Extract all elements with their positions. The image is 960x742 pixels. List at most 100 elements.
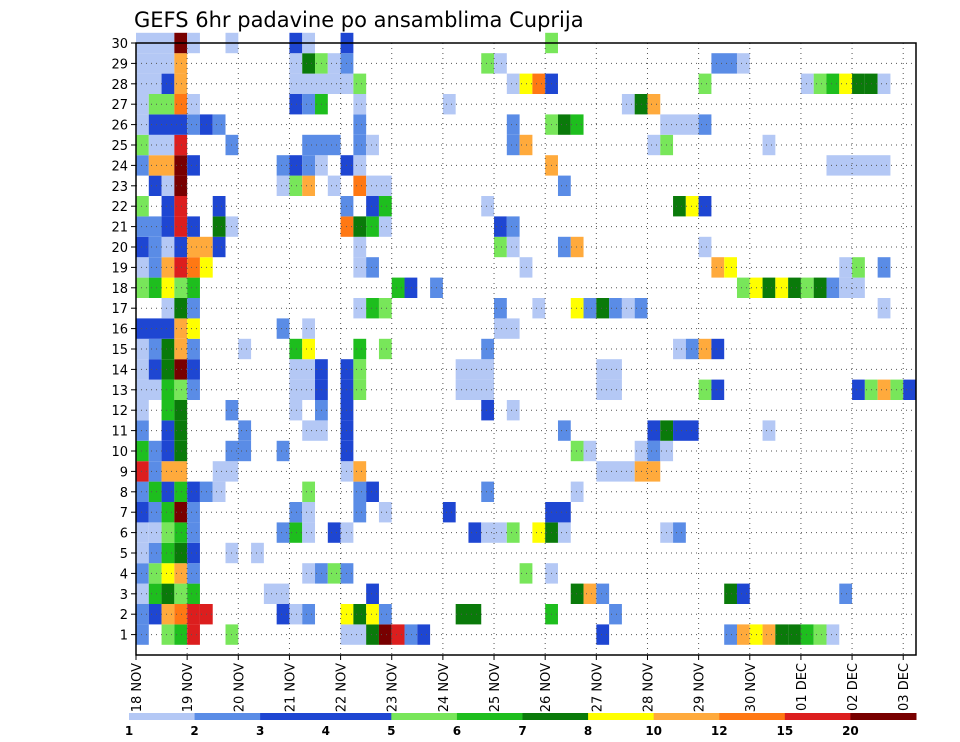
precip-cell (187, 114, 200, 135)
precip-cell (800, 277, 814, 298)
precip-cell (212, 114, 226, 135)
precip-cell (366, 257, 379, 278)
legend-swatch (260, 713, 327, 720)
precip-cell (136, 563, 149, 584)
precip-cell (481, 522, 507, 543)
precip-cell (148, 542, 162, 564)
precip-cell (136, 542, 149, 564)
precip-cell (353, 257, 367, 278)
precip-cell (161, 461, 188, 482)
precip-cell (826, 277, 840, 298)
precip-cell (136, 216, 162, 237)
precip-cell (366, 604, 379, 625)
precip-cell (289, 53, 303, 74)
precip-cell (302, 563, 316, 584)
precip-cell (174, 236, 188, 258)
precip-cell (276, 604, 290, 625)
precip-cell (161, 236, 175, 258)
precip-cell (148, 175, 162, 196)
precip-cell (174, 522, 188, 543)
legend-label: 2 (190, 724, 198, 738)
precip-cell (174, 563, 188, 584)
legend-swatch (850, 713, 917, 720)
precip-cell (174, 379, 188, 400)
y-tick-label: 5 (120, 547, 128, 562)
y-tick-label: 8 (120, 486, 128, 501)
precip-cell (136, 502, 149, 523)
precip-cell (596, 461, 635, 482)
precip-cell (583, 583, 597, 604)
legend-label: 12 (711, 724, 728, 738)
precip-cell (366, 216, 379, 237)
precip-cell (148, 338, 162, 360)
precip-cell (813, 277, 827, 298)
precip-cell (532, 298, 546, 319)
precip-cell (455, 359, 495, 380)
precip-cell (877, 257, 891, 278)
precip-cell (136, 400, 149, 421)
precip-cell (136, 624, 149, 645)
precip-cell (187, 359, 200, 380)
legend-label: 6 (453, 724, 461, 738)
precip-cell (481, 338, 495, 360)
precip-cell (187, 155, 200, 176)
legend-swatch (391, 713, 458, 720)
y-tick-label: 24 (111, 159, 128, 174)
precip-cell (800, 624, 814, 645)
precip-cell (276, 318, 290, 339)
legend-swatch (784, 713, 851, 720)
precip-cell (136, 134, 149, 156)
precip-cell (506, 522, 520, 543)
precip-cell (596, 624, 610, 645)
precip-cell (762, 420, 776, 441)
precip-cell (187, 502, 200, 523)
precip-cell (762, 134, 776, 156)
precip-cell (366, 624, 379, 645)
precip-cell (366, 481, 379, 502)
legend-swatch (719, 713, 786, 720)
precip-cell (161, 624, 175, 645)
precip-cell (136, 420, 149, 441)
y-tick-label: 4 (120, 567, 128, 582)
precip-cell (148, 114, 188, 135)
precip-cell (289, 400, 303, 421)
precip-cell (289, 155, 303, 176)
precip-cell (788, 277, 801, 298)
precip-cell (238, 338, 252, 360)
y-tick-label: 10 (111, 445, 128, 460)
precip-cell (378, 604, 392, 625)
y-tick-label: 29 (111, 57, 128, 72)
precip-cell (148, 277, 162, 298)
precip-cell (136, 277, 149, 298)
precip-cell (698, 196, 712, 217)
precip-cell (187, 257, 200, 278)
precip-cell (174, 196, 188, 217)
precip-cell (647, 420, 661, 441)
precip-cell (736, 624, 750, 645)
y-tick-label: 28 (111, 78, 128, 93)
precip-cell (289, 502, 303, 523)
precip-cell (174, 53, 188, 74)
precip-cell (136, 359, 149, 380)
precip-cell (161, 563, 175, 584)
precip-cell (378, 298, 392, 319)
precip-cell (494, 298, 507, 319)
precip-cell (506, 236, 520, 258)
precip-cell (302, 420, 328, 441)
precip-cell (698, 338, 712, 360)
precip-cell (161, 277, 175, 298)
precip-cell (826, 155, 891, 176)
precip-cell (174, 400, 188, 421)
precip-cell (187, 542, 200, 564)
precip-cell (302, 155, 316, 176)
precip-cell (839, 73, 853, 94)
legend-label: 7 (518, 724, 526, 738)
precip-cell (673, 338, 686, 360)
precip-cell (289, 379, 316, 400)
precip-cell (724, 583, 737, 604)
legend-swatch (588, 713, 655, 720)
precip-cell (353, 134, 367, 156)
precip-cell (174, 298, 188, 319)
precip-cell (673, 420, 699, 441)
precip-cell (187, 94, 200, 115)
